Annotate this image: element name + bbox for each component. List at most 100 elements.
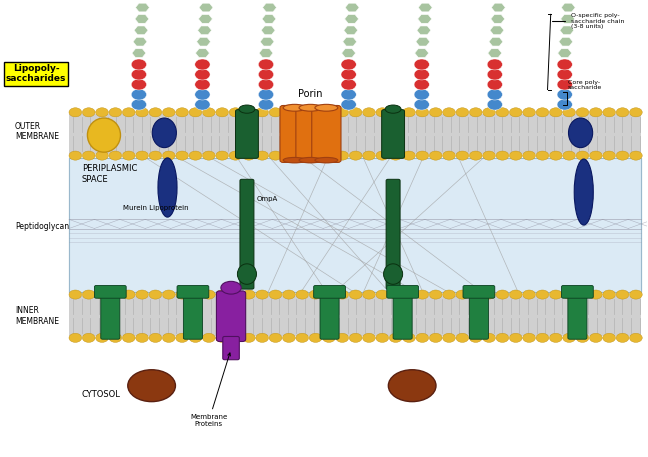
FancyBboxPatch shape: [183, 293, 202, 339]
Circle shape: [202, 151, 215, 160]
Polygon shape: [261, 26, 275, 35]
Circle shape: [132, 79, 146, 90]
Circle shape: [376, 333, 389, 342]
Polygon shape: [490, 26, 504, 35]
FancyBboxPatch shape: [463, 286, 495, 298]
Polygon shape: [135, 3, 150, 12]
Text: INNER
MEMBRANE: INNER MEMBRANE: [15, 306, 59, 326]
Circle shape: [216, 151, 229, 160]
Circle shape: [163, 151, 175, 160]
Circle shape: [341, 79, 356, 90]
Circle shape: [242, 151, 255, 160]
Circle shape: [557, 79, 572, 90]
Polygon shape: [198, 26, 212, 35]
Circle shape: [496, 290, 509, 299]
Polygon shape: [561, 3, 575, 12]
Text: OmpA: OmpA: [257, 196, 278, 202]
Circle shape: [483, 333, 496, 342]
Circle shape: [109, 333, 122, 342]
Circle shape: [216, 290, 229, 299]
Ellipse shape: [237, 264, 257, 284]
Circle shape: [562, 333, 575, 342]
Circle shape: [536, 151, 549, 160]
Polygon shape: [262, 15, 276, 23]
Circle shape: [509, 290, 522, 299]
Circle shape: [523, 108, 535, 117]
Circle shape: [283, 108, 295, 117]
Circle shape: [456, 333, 469, 342]
Circle shape: [616, 333, 629, 342]
Circle shape: [469, 151, 482, 160]
Circle shape: [550, 108, 562, 117]
Polygon shape: [133, 37, 147, 46]
Ellipse shape: [385, 105, 401, 113]
Circle shape: [456, 290, 469, 299]
Circle shape: [109, 290, 122, 299]
FancyBboxPatch shape: [296, 106, 325, 162]
Circle shape: [557, 69, 572, 80]
Circle shape: [259, 89, 273, 100]
Circle shape: [550, 151, 562, 160]
Circle shape: [135, 333, 148, 342]
Circle shape: [323, 333, 335, 342]
Polygon shape: [343, 37, 357, 46]
Circle shape: [269, 151, 282, 160]
Bar: [69, 114, 641, 154]
Circle shape: [163, 333, 175, 342]
Circle shape: [259, 79, 273, 90]
Circle shape: [363, 290, 375, 299]
Circle shape: [256, 151, 268, 160]
FancyBboxPatch shape: [386, 179, 400, 289]
Polygon shape: [560, 26, 574, 35]
FancyBboxPatch shape: [312, 106, 341, 162]
Text: Membrane
Proteins: Membrane Proteins: [190, 353, 231, 427]
Ellipse shape: [128, 370, 176, 402]
Bar: [69, 296, 641, 336]
Circle shape: [603, 333, 616, 342]
Polygon shape: [558, 49, 572, 58]
Circle shape: [487, 99, 502, 110]
Ellipse shape: [299, 104, 322, 111]
Polygon shape: [259, 49, 273, 58]
Circle shape: [629, 333, 642, 342]
Circle shape: [363, 333, 375, 342]
Circle shape: [416, 151, 429, 160]
Circle shape: [229, 290, 242, 299]
Circle shape: [163, 108, 175, 117]
Circle shape: [82, 151, 95, 160]
Circle shape: [242, 290, 255, 299]
Circle shape: [309, 333, 322, 342]
FancyBboxPatch shape: [280, 106, 309, 162]
Circle shape: [135, 290, 148, 299]
FancyBboxPatch shape: [69, 158, 641, 292]
Ellipse shape: [388, 370, 436, 402]
Circle shape: [202, 333, 215, 342]
Circle shape: [402, 333, 415, 342]
Ellipse shape: [568, 118, 593, 148]
Circle shape: [176, 333, 189, 342]
Circle shape: [259, 59, 273, 70]
FancyBboxPatch shape: [562, 286, 594, 298]
Circle shape: [389, 290, 402, 299]
Circle shape: [487, 69, 502, 80]
Circle shape: [389, 333, 402, 342]
Circle shape: [456, 108, 469, 117]
Text: Peptidoglycan: Peptidoglycan: [15, 222, 69, 231]
Circle shape: [269, 290, 282, 299]
Circle shape: [562, 290, 575, 299]
Circle shape: [363, 151, 375, 160]
Polygon shape: [561, 15, 575, 23]
Circle shape: [590, 290, 602, 299]
Circle shape: [195, 69, 210, 80]
Circle shape: [590, 108, 602, 117]
Circle shape: [283, 290, 295, 299]
Circle shape: [122, 108, 135, 117]
Circle shape: [402, 290, 415, 299]
Ellipse shape: [384, 264, 402, 284]
FancyBboxPatch shape: [177, 286, 209, 298]
Circle shape: [509, 108, 522, 117]
Circle shape: [402, 151, 415, 160]
Circle shape: [256, 333, 268, 342]
Circle shape: [229, 151, 242, 160]
Circle shape: [414, 89, 430, 100]
